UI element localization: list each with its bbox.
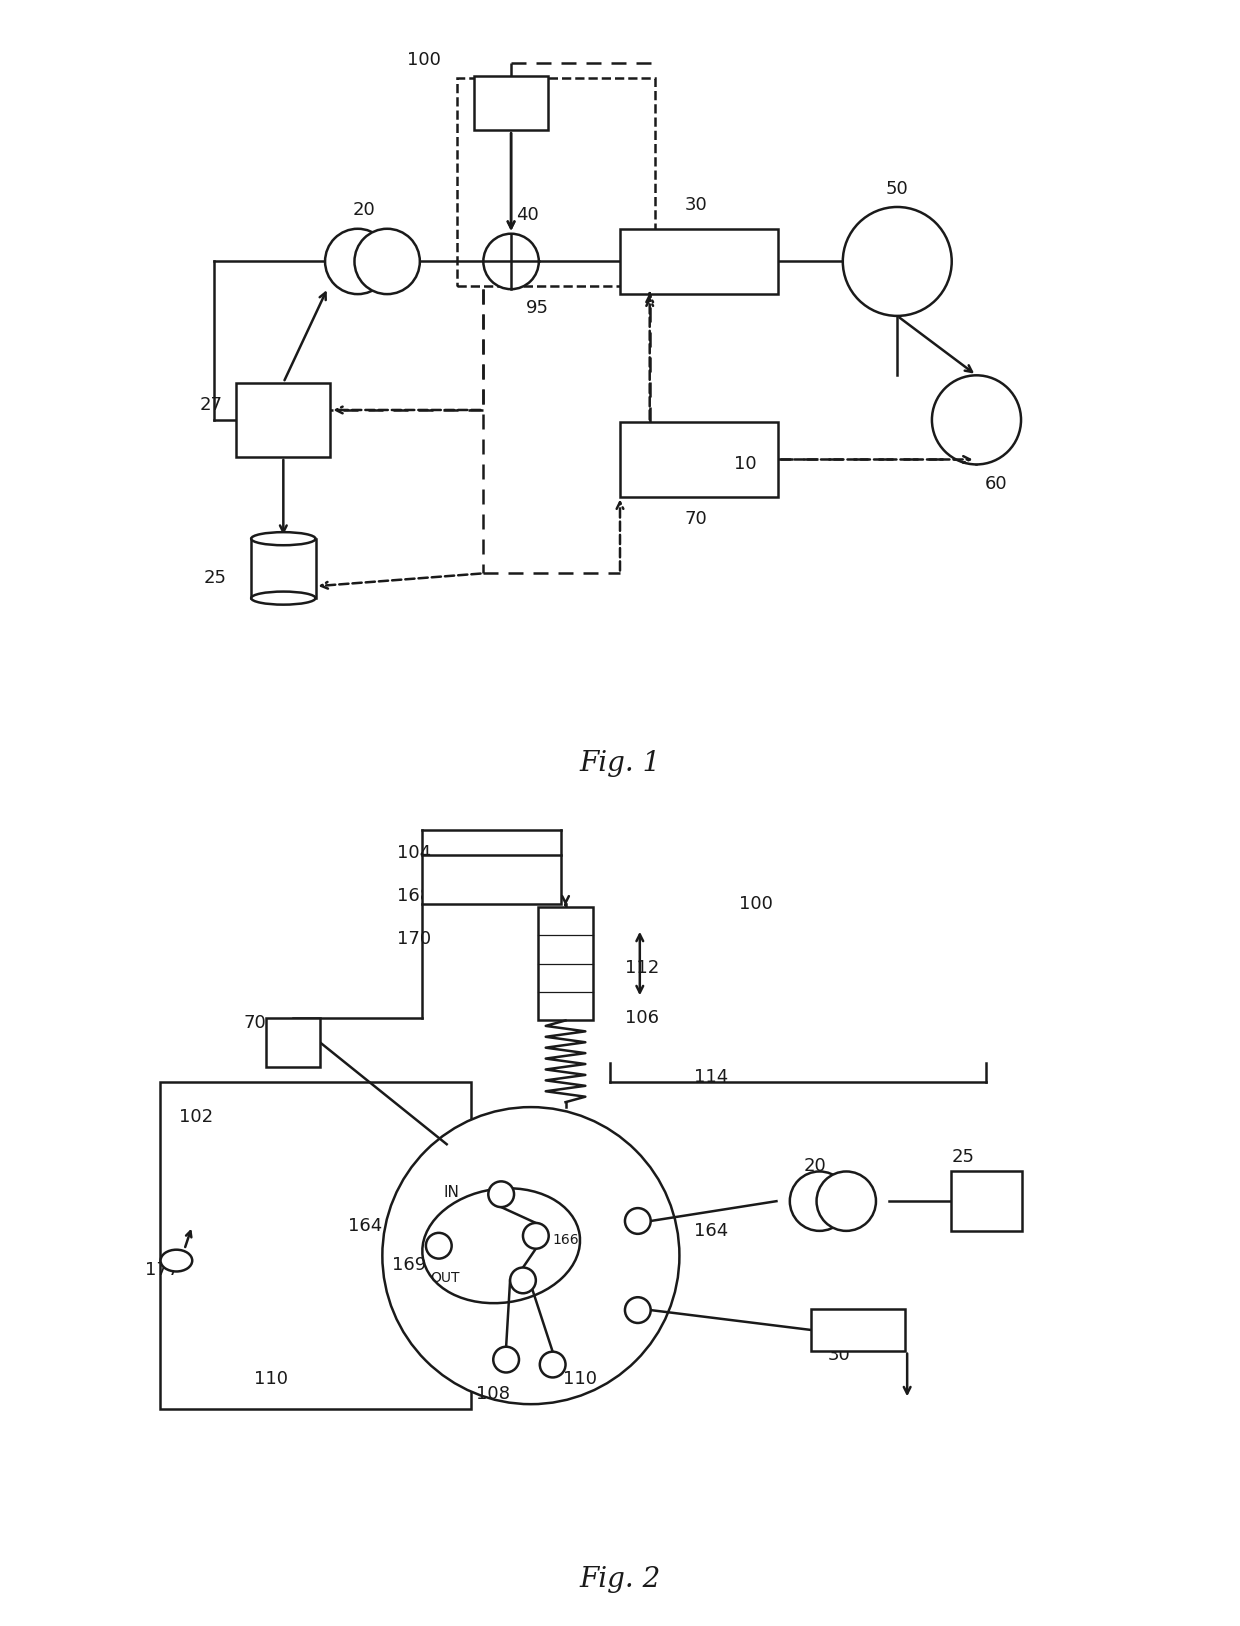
Text: Fig. 2: Fig. 2 [579, 1566, 661, 1593]
Text: 169: 169 [392, 1257, 427, 1275]
Circle shape [523, 1223, 549, 1249]
Ellipse shape [423, 1189, 580, 1302]
Text: 25: 25 [205, 569, 227, 587]
Bar [456, 78, 655, 286]
Text: 164: 164 [694, 1221, 729, 1241]
Text: 102: 102 [180, 1107, 213, 1125]
Text: 168: 168 [397, 888, 432, 906]
Bar [538, 907, 593, 1021]
Text: 27: 27 [200, 397, 222, 415]
Text: 40: 40 [516, 207, 538, 224]
Text: IN: IN [444, 1185, 460, 1200]
Ellipse shape [252, 592, 315, 605]
Bar [620, 423, 779, 496]
Circle shape [539, 1351, 565, 1377]
Circle shape [489, 1182, 515, 1206]
Circle shape [494, 1346, 520, 1372]
Ellipse shape [252, 532, 315, 545]
Text: 10: 10 [734, 455, 756, 473]
Text: OUT: OUT [430, 1272, 460, 1286]
Text: 70: 70 [244, 1015, 267, 1033]
Bar [620, 229, 779, 294]
Circle shape [625, 1298, 651, 1324]
Circle shape [790, 1171, 849, 1231]
Text: 20: 20 [352, 202, 376, 220]
Text: 104: 104 [397, 844, 432, 862]
Text: 50: 50 [885, 180, 908, 198]
Text: 30: 30 [828, 1346, 851, 1364]
Circle shape [817, 1171, 875, 1231]
Text: Fig. 1: Fig. 1 [579, 750, 661, 777]
Circle shape [843, 207, 952, 315]
Text: 100: 100 [407, 52, 441, 70]
Bar [267, 1018, 320, 1068]
Text: 166: 166 [553, 1233, 579, 1247]
Circle shape [382, 1107, 680, 1405]
Bar [474, 76, 548, 130]
Text: 110: 110 [563, 1371, 596, 1389]
Circle shape [325, 229, 391, 294]
Text: 106: 106 [625, 1010, 658, 1028]
Text: 114: 114 [694, 1068, 729, 1086]
Text: 25: 25 [952, 1148, 975, 1166]
Circle shape [355, 229, 420, 294]
Text: 30: 30 [684, 197, 707, 215]
Circle shape [510, 1268, 536, 1293]
Text: 70: 70 [684, 511, 707, 528]
Text: 100: 100 [739, 894, 773, 914]
Circle shape [425, 1233, 451, 1259]
Bar [160, 1083, 471, 1410]
Bar [811, 1309, 905, 1351]
Circle shape [932, 376, 1021, 465]
Text: 60: 60 [985, 475, 1007, 493]
Text: 95: 95 [526, 299, 549, 317]
Text: 108: 108 [476, 1385, 511, 1403]
Bar [422, 855, 560, 904]
Circle shape [625, 1208, 651, 1234]
Bar [237, 382, 330, 457]
Text: 170: 170 [397, 930, 432, 948]
Text: 177: 177 [145, 1262, 179, 1280]
Bar [951, 1171, 1022, 1231]
Text: 20: 20 [804, 1158, 826, 1176]
Circle shape [484, 234, 539, 289]
Ellipse shape [160, 1250, 192, 1272]
Text: 110: 110 [254, 1371, 288, 1389]
Text: 112: 112 [625, 959, 660, 977]
Text: 164: 164 [347, 1216, 382, 1234]
Bar [252, 538, 315, 598]
